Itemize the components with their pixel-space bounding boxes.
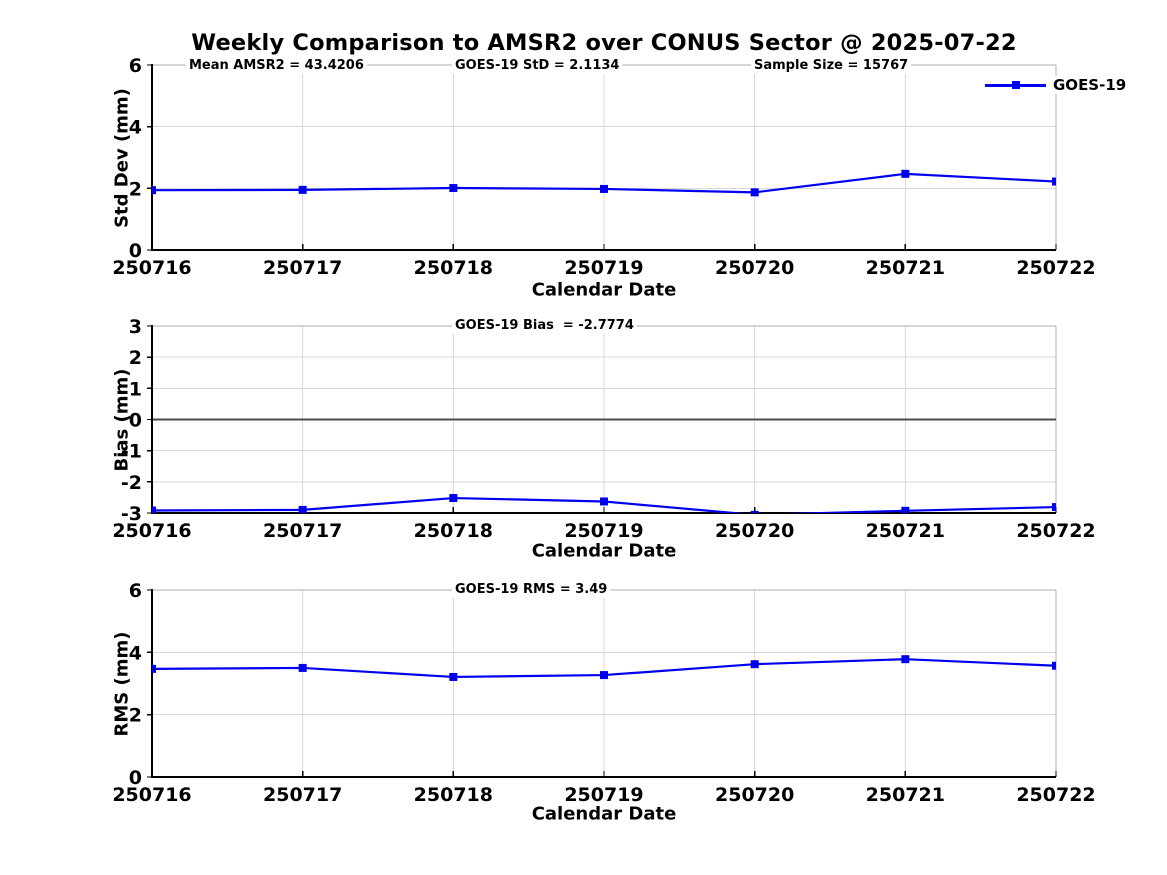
data-point-marker bbox=[750, 660, 759, 669]
legend-square-marker-icon bbox=[1012, 81, 1020, 89]
data-point-marker bbox=[1052, 177, 1056, 186]
data-point-marker bbox=[449, 494, 458, 503]
data-point-marker bbox=[750, 510, 759, 513]
subplot-bias: 250716 250717 250718 250719 250720 250721 2507… bbox=[112, 316, 1095, 542]
data-point-marker bbox=[1052, 661, 1056, 670]
annotation-mean-amsr2: Mean AMSR2 = 43.4206 bbox=[186, 57, 367, 75]
y-tick-label: 4 bbox=[129, 642, 142, 664]
y-tick-label: 2 bbox=[129, 705, 142, 727]
y-tick-label: -2 bbox=[121, 472, 142, 494]
rms-y-axis-label: RMS (mm) bbox=[111, 631, 133, 737]
x-tick-label: 250717 bbox=[263, 257, 342, 279]
y-tick-label: 6 bbox=[129, 580, 142, 602]
data-point-marker bbox=[298, 505, 307, 513]
y-tick-label: 3 bbox=[129, 316, 142, 338]
data-point-marker bbox=[901, 506, 910, 513]
x-tick-label: 250722 bbox=[1016, 784, 1095, 806]
data-point-marker bbox=[449, 184, 458, 193]
y-tick-label: 1 bbox=[129, 378, 142, 400]
x-tick-label: 250720 bbox=[715, 257, 794, 279]
x-tick-label: 250719 bbox=[564, 257, 643, 279]
data-point-marker bbox=[152, 186, 156, 195]
subplot-std-dev: 250716 250717 250718 250719 250720 250721 2507… bbox=[112, 55, 1095, 279]
x-tick-label: 250717 bbox=[263, 520, 342, 542]
x-tick-label: 250721 bbox=[866, 257, 945, 279]
y-tick-label: 0 bbox=[129, 410, 142, 432]
rms-x-axis-label: Calendar Date bbox=[531, 803, 677, 825]
data-point-marker bbox=[152, 664, 156, 673]
stddev-y-axis-label: Std Dev (mm) bbox=[111, 88, 133, 228]
data-point-marker bbox=[750, 188, 759, 197]
data-point-marker bbox=[901, 655, 910, 664]
y-tick-label: -1 bbox=[121, 441, 142, 463]
data-point-marker bbox=[298, 185, 307, 194]
data-point-marker bbox=[600, 184, 608, 193]
subplot-rms: 250716 250717 250718 250719 250720 250721 2507… bbox=[112, 580, 1095, 806]
stddev-x-axis-label: Calendar Date bbox=[531, 279, 677, 301]
annotation-goes19-rms: GOES-19 RMS = 3.49 bbox=[452, 581, 611, 599]
y-tick-label: 2 bbox=[129, 347, 142, 369]
bias-y-axis-label: Bias (mm) bbox=[111, 368, 133, 472]
x-tick-label: 250722 bbox=[1016, 520, 1095, 542]
annotation-sample-size: Sample Size = 15767 bbox=[751, 57, 912, 75]
figure-title: Weekly Comparison to AMSR2 over CONUS Se… bbox=[191, 30, 1017, 56]
x-tick-label: 250721 bbox=[866, 784, 945, 806]
x-tick-label: 250720 bbox=[715, 520, 794, 542]
x-tick-label: 250718 bbox=[414, 784, 493, 806]
x-tick-label: 250716 bbox=[112, 784, 191, 806]
x-tick-label: 250719 bbox=[564, 520, 643, 542]
data-point-marker bbox=[1052, 503, 1056, 512]
x-tick-label: 250719 bbox=[564, 784, 643, 806]
x-tick-label: 250722 bbox=[1016, 257, 1095, 279]
y-tick-label: 2 bbox=[129, 178, 142, 200]
y-tick-label: 0 bbox=[129, 767, 142, 789]
x-tick-label: 250718 bbox=[414, 520, 493, 542]
data-point-marker bbox=[600, 497, 608, 506]
series-GOES-19 bbox=[152, 655, 1056, 681]
data-point-marker bbox=[152, 506, 156, 513]
data-point-marker bbox=[298, 663, 307, 672]
x-tick-label: 250721 bbox=[866, 520, 945, 542]
x-tick-label: 250720 bbox=[715, 784, 794, 806]
x-tick-label: 250716 bbox=[112, 520, 191, 542]
y-tick-label: 4 bbox=[129, 117, 142, 139]
data-point-marker bbox=[600, 671, 608, 680]
x-tick-label: 250717 bbox=[263, 784, 342, 806]
y-tick-label: -3 bbox=[121, 503, 142, 525]
annotation-goes19-bias: GOES-19 Bias = -2.7774 bbox=[452, 317, 637, 335]
x-tick-label: 250716 bbox=[112, 257, 191, 279]
annotation-goes19-std: GOES-19 StD = 2.1134 bbox=[452, 57, 623, 75]
x-tick-label: 250718 bbox=[414, 257, 493, 279]
legend-label: GOES-19 bbox=[1051, 76, 1129, 94]
bias-x-axis-label: Calendar Date bbox=[531, 540, 677, 562]
data-point-marker bbox=[449, 672, 458, 681]
y-tick-label: 6 bbox=[129, 55, 142, 77]
y-tick-label: 0 bbox=[129, 240, 142, 262]
series-GOES-19 bbox=[152, 169, 1056, 197]
data-point-marker bbox=[901, 169, 910, 178]
series-GOES-19 bbox=[152, 494, 1056, 513]
